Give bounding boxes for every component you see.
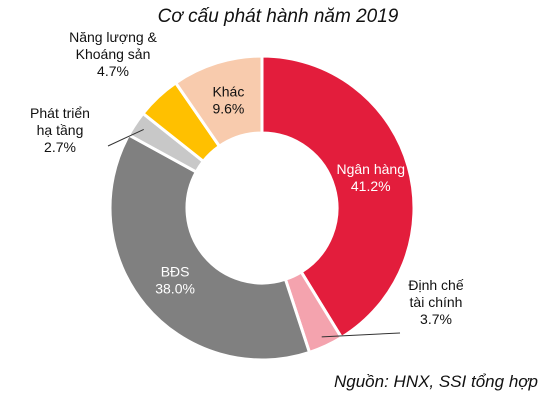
label-dinh-che-tai-chinh: Định chế tài chính 3.7% bbox=[408, 277, 463, 327]
leader-lines bbox=[107, 128, 401, 338]
slice-ngan-hang bbox=[260, 54, 416, 340]
donut-slices bbox=[108, 54, 416, 362]
label-khac: Khác 9.6% bbox=[212, 84, 244, 117]
slice-khac bbox=[173, 54, 264, 149]
label-nang-luong-khoang-san: Năng lượng & Khoáng sản 4.7% bbox=[69, 29, 157, 79]
leader-phat-trien-ha-tang bbox=[107, 128, 144, 147]
label-bds: BĐS 38.0% bbox=[155, 264, 195, 297]
slice-bds bbox=[108, 132, 312, 362]
leader-dinh-che-tai-chinh bbox=[321, 332, 401, 338]
label-phat-trien-ha-tang: Phát triển hạ tầng 2.7% bbox=[30, 105, 90, 155]
chart-source: Nguồn: HNX, SSI tổng hợp bbox=[334, 372, 538, 391]
chart-title: Cơ cấu phát hành năm 2019 bbox=[157, 6, 399, 27]
label-ngan-hang: Ngân hàng 41.2% bbox=[336, 161, 405, 194]
slice-labels: Ngân hàng 41.2% Định chế tài chính 3.7% BĐS 38… bbox=[30, 29, 464, 327]
